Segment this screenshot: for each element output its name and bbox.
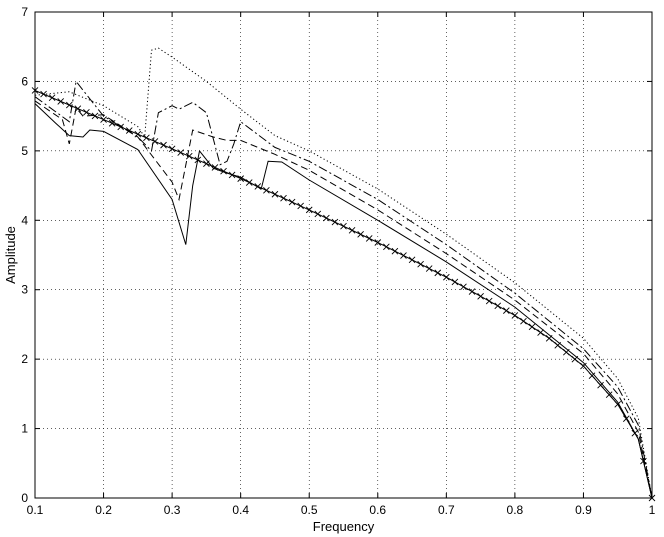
x-tick-label: 0.6 — [369, 503, 386, 517]
series-line — [34, 47, 653, 499]
x-marker — [288, 198, 296, 206]
x-marker — [83, 109, 90, 116]
x-marker — [57, 98, 65, 105]
x-marker — [460, 283, 467, 291]
x-marker — [91, 112, 99, 120]
x-marker — [408, 256, 416, 264]
x-marker — [511, 312, 519, 319]
plot-frame — [34, 11, 653, 499]
x-marker — [494, 302, 502, 310]
x-marker — [263, 187, 270, 194]
x-marker — [400, 252, 407, 259]
x-marker — [417, 260, 424, 268]
x-marker — [177, 149, 184, 156]
axis-ticks: 0.1 0.2 0.3 0.4 0.5 0.6 0.7 0.8 0.9 1 0 1 2 3 4 5 6 7 — [21, 5, 655, 517]
x-marker — [605, 391, 613, 399]
x-marker — [48, 94, 56, 102]
x-marker — [580, 362, 587, 370]
x-marker — [503, 307, 510, 314]
x-marker — [597, 381, 604, 389]
y-axis-label: Amplitude — [3, 226, 18, 284]
x-marker — [348, 226, 356, 234]
x-marker — [477, 292, 484, 300]
y-tick-label: 3 — [21, 283, 28, 297]
series-dashdot — [34, 80, 653, 499]
x-marker — [160, 141, 167, 149]
x-marker — [374, 239, 382, 246]
x-marker — [185, 152, 193, 160]
x-tick-label: 0.7 — [438, 503, 455, 517]
x-tick-label: 0.9 — [575, 503, 592, 517]
series-line — [34, 80, 653, 499]
x-marker — [100, 116, 107, 123]
y-tick-label: 1 — [21, 422, 28, 436]
y-tick-label: 5 — [21, 144, 28, 158]
x-marker — [443, 273, 450, 281]
x-marker — [314, 210, 322, 218]
x-marker — [168, 145, 176, 153]
x-tick-label: 0.3 — [164, 503, 181, 517]
series-dashed — [34, 100, 653, 499]
x-marker — [588, 372, 596, 379]
x-marker — [391, 247, 399, 255]
x-marker — [425, 265, 433, 272]
x-marker — [383, 243, 390, 251]
series-solid — [34, 103, 653, 499]
series-line — [34, 100, 653, 499]
x-tick-label: 0.4 — [232, 503, 249, 517]
grid — [35, 12, 652, 498]
x-marker — [357, 231, 364, 238]
x-marker — [323, 214, 330, 222]
series-line — [34, 103, 653, 499]
y-tick-label: 6 — [21, 74, 28, 88]
x-marker — [485, 297, 493, 305]
x-tick-label: 0.1 — [27, 503, 44, 517]
x-tick-label: 1 — [649, 503, 656, 517]
y-tick-label: 2 — [21, 352, 28, 366]
x-marker — [305, 206, 313, 214]
x-marker — [280, 194, 287, 202]
x-marker — [297, 202, 304, 210]
x-marker — [220, 167, 227, 175]
x-tick-label: 0.5 — [301, 503, 318, 517]
x-marker — [451, 278, 459, 286]
x-marker — [340, 222, 347, 230]
x-tick-label: 0.2 — [95, 503, 112, 517]
x-marker — [468, 288, 476, 295]
x-marker — [271, 190, 279, 198]
x-marker — [40, 90, 47, 98]
x-marker — [520, 317, 527, 325]
x-marker — [537, 329, 544, 336]
x-marker — [528, 323, 536, 331]
y-tick-label: 4 — [21, 213, 28, 227]
y-tick-label: 0 — [21, 491, 28, 505]
series-dotted — [34, 47, 653, 499]
y-tick-label: 7 — [21, 5, 28, 19]
x-marker — [331, 218, 339, 226]
x-axis-label: Frequency — [313, 519, 375, 534]
x-tick-label: 0.8 — [507, 503, 524, 517]
x-marker — [434, 269, 442, 277]
x-marker — [365, 235, 373, 242]
